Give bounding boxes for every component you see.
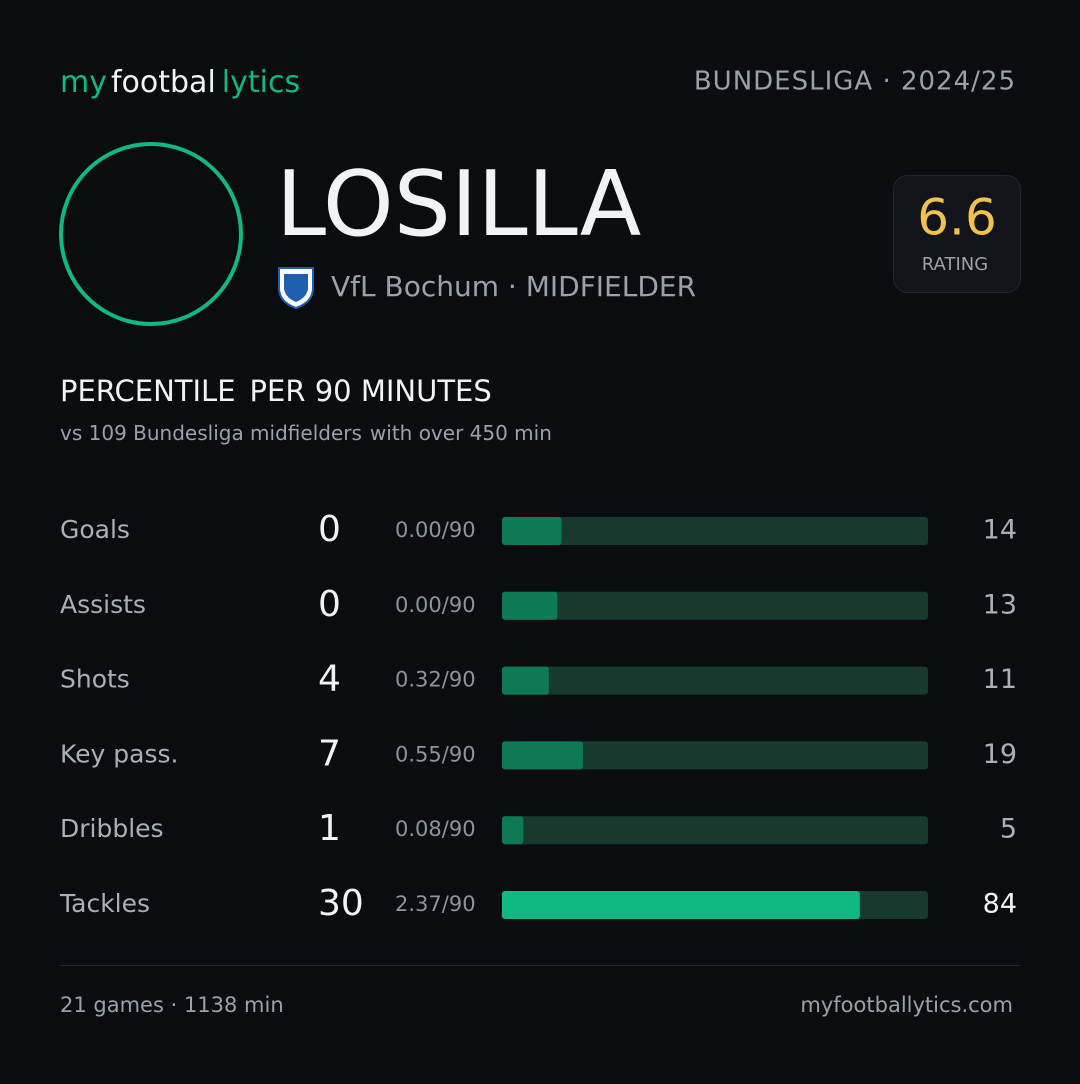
stat-label: Shots <box>60 665 130 694</box>
club-crest <box>278 267 314 310</box>
percentile-value: 13 <box>983 589 1017 620</box>
percentile-value: 14 <box>983 515 1017 546</box>
stat-total: 0 <box>318 509 341 550</box>
stat-label: Dribbles <box>60 814 164 843</box>
section-subtitle-part: vs 109 Bundesliga midfielders <box>60 421 362 445</box>
rating-value: 6.6 <box>917 189 997 247</box>
stat-per90: 0.00/90 <box>395 593 476 617</box>
stat-total: 0 <box>318 584 341 625</box>
avatar-ring <box>59 142 243 326</box>
bar-track <box>502 816 928 845</box>
brand-part: footbal <box>111 65 216 100</box>
stat-total: 30 <box>318 883 364 924</box>
percentile-value: 19 <box>983 739 1017 770</box>
section-subtitle-part: with over 450 min <box>370 421 552 445</box>
section-subtitle: vs 109 Bundesliga midfielders with over 4… <box>60 421 552 445</box>
stat-total: 7 <box>318 733 341 774</box>
stat-per90: 0.32/90 <box>395 668 476 692</box>
rating-label: RATING <box>922 254 988 275</box>
percentile-bar <box>502 741 583 770</box>
stat-label: Key pass. <box>60 739 178 768</box>
percentile-bar <box>502 591 558 620</box>
league: BUNDESLIGA · 2024/25 <box>694 67 1016 97</box>
section-title-part: PER 90 MINUTES <box>250 374 492 408</box>
bar-track <box>502 741 928 770</box>
stat-label: Goals <box>60 515 130 544</box>
percentile-bar <box>502 517 562 545</box>
bar-track <box>502 591 928 620</box>
player-name: LOSILLA <box>276 152 641 257</box>
stat-total: 4 <box>318 659 341 700</box>
footer-left: 21 games · 1138 min <box>60 993 284 1017</box>
rating-box <box>893 175 1021 293</box>
percentile-value: 11 <box>983 664 1017 695</box>
stat-per90: 0.08/90 <box>395 817 476 841</box>
section-title: PERCENTILE PER 90 MINUTES <box>60 374 492 408</box>
bar-track <box>502 517 928 545</box>
stat-per90: 2.37/90 <box>395 892 476 916</box>
stat-per90: 0.00/90 <box>395 518 476 542</box>
stat-label: Tackles <box>59 889 150 918</box>
section-title-part: PERCENTILE <box>60 374 236 408</box>
brand-part: my <box>60 65 107 100</box>
percentile-bar <box>502 816 524 845</box>
stat-per90: 0.55/90 <box>395 742 476 766</box>
footer-right: myfootballytics.com <box>800 993 1013 1017</box>
brand-part: lytics <box>222 65 300 100</box>
percentile-bar <box>502 891 860 919</box>
percentile-value: 84 <box>983 889 1017 920</box>
brand: my footbal lytics <box>60 65 300 100</box>
stat-label: Assists <box>60 590 146 619</box>
stat-rows: Goals 0 0.00/90 14 Assists 0 0.00/90 13 Shots 4 0.… <box>59 509 1017 924</box>
club-line: VfL Bochum · MIDFIELDER <box>331 270 696 303</box>
percentile-value: 5 <box>1000 814 1017 845</box>
bar-track <box>502 666 928 695</box>
stat-total: 1 <box>318 808 341 849</box>
percentile-bar <box>502 666 549 695</box>
